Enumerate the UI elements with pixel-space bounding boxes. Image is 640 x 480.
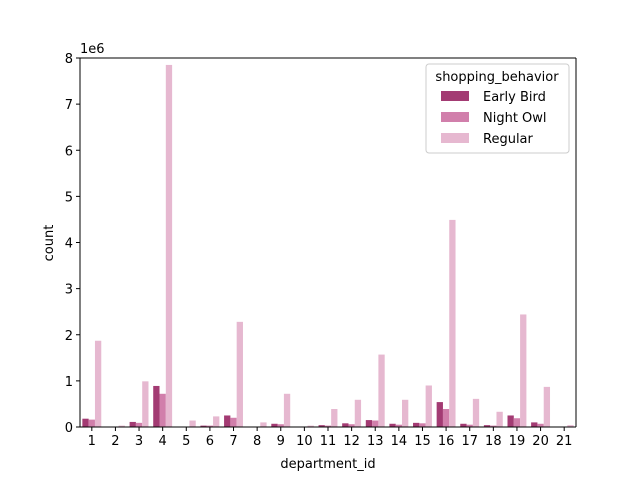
bar-6-1	[206, 425, 214, 427]
y-axis-label: count	[42, 225, 57, 262]
x-tick-label-6: 6	[206, 434, 214, 449]
bar-7-2	[236, 321, 243, 427]
bar-15-2	[425, 385, 432, 427]
bar-10-2	[307, 425, 314, 427]
bar-11-1	[324, 425, 332, 427]
bar-14-0	[389, 423, 396, 427]
legend-label-1: Night Owl	[483, 111, 547, 126]
y-tick-label-8: 8	[65, 52, 73, 67]
bar-12-0	[342, 423, 349, 427]
bar-13-2	[378, 354, 385, 427]
bar-9-2	[283, 393, 291, 427]
bar-17-2	[472, 398, 480, 427]
bar-19-2	[520, 314, 527, 427]
y-tick-label-6: 6	[65, 144, 73, 159]
bar-17-1	[466, 424, 473, 427]
legend-swatch-2	[441, 133, 469, 143]
bar-17-0	[460, 423, 467, 427]
x-tick-label-5: 5	[182, 434, 190, 449]
legend-label-0: Early Bird	[483, 90, 546, 105]
y-tick-label-4: 4	[65, 237, 73, 252]
y-tick-label-7: 7	[65, 98, 73, 113]
x-tick-label-7: 7	[229, 434, 237, 449]
bar-16-1	[442, 409, 450, 427]
bar-14-2	[402, 399, 409, 427]
bar-9-0	[271, 423, 278, 427]
x-tick-label-10: 10	[296, 434, 313, 449]
bar-1-1	[88, 419, 95, 427]
bar-2-2	[118, 425, 125, 427]
bar-3-1	[135, 422, 143, 427]
bar-13-0	[365, 420, 373, 427]
bar-16-2	[449, 219, 456, 427]
x-tick-label-12: 12	[343, 434, 360, 449]
legend-swatch-1	[441, 112, 469, 122]
x-tick-label-17: 17	[461, 434, 478, 449]
bar-3-0	[129, 421, 136, 427]
x-tick-label-21: 21	[556, 434, 573, 449]
bar-20-1	[537, 423, 544, 427]
bar-4-2	[165, 64, 173, 428]
bar-8-2	[260, 422, 267, 427]
x-tick-label-13: 13	[367, 434, 384, 449]
legend: shopping_behavior Early Bird Night Owl Reg…	[425, 63, 570, 154]
bar-19-1	[513, 418, 521, 427]
bar-6-2	[213, 416, 220, 427]
bar-4-0	[153, 385, 160, 427]
legend-label-2: Regular	[483, 132, 534, 147]
x-tick-label-8: 8	[253, 434, 261, 449]
x-tick-label-18: 18	[485, 434, 502, 449]
x-tick-label-1: 1	[88, 434, 96, 449]
legend-frame	[425, 63, 570, 154]
bar-1-0	[82, 418, 89, 427]
y-tick-label-3: 3	[65, 283, 73, 298]
x-tick-label-15: 15	[414, 434, 431, 449]
y-tick-label-2: 2	[65, 329, 73, 344]
bar-7-0	[224, 415, 231, 427]
x-tick-label-19: 19	[509, 434, 526, 449]
bars-layer	[82, 64, 574, 428]
bar-20-0	[531, 422, 538, 427]
bar-18-2	[496, 411, 503, 427]
bar-15-1	[419, 423, 426, 427]
x-axis-label: department_id	[280, 457, 375, 472]
bar-21-2	[567, 425, 574, 427]
bar-12-2	[354, 399, 362, 427]
bar-13-1	[372, 420, 379, 427]
x-tick-label-16: 16	[438, 434, 455, 449]
bar-12-1	[348, 424, 355, 427]
bar-15-0	[413, 422, 420, 427]
legend-items: Early Bird Night Owl Regular	[441, 90, 547, 147]
bar-18-0	[483, 425, 491, 427]
bar-11-0	[318, 425, 325, 427]
bar-20-2	[543, 386, 551, 427]
y-tick-label-0: 0	[65, 421, 73, 436]
bar-18-1	[490, 425, 497, 427]
x-tick-label-3: 3	[135, 434, 143, 449]
legend-title: shopping_behavior	[435, 70, 559, 85]
x-tick-label-4: 4	[159, 434, 167, 449]
bar-1-2	[94, 340, 102, 427]
bar-5-2	[189, 420, 196, 427]
x-tick-label-2: 2	[111, 434, 119, 449]
x-tick-label-14: 14	[391, 434, 408, 449]
y-tick-label-1: 1	[65, 375, 73, 390]
x-tick-label-20: 20	[532, 434, 549, 449]
bar-6-0	[200, 425, 207, 427]
y-offset-label: 1e6	[80, 42, 105, 57]
bar-19-0	[507, 415, 514, 427]
x-tick-label-9: 9	[277, 434, 285, 449]
x-tick-label-11: 11	[320, 434, 337, 449]
legend-swatch-0	[441, 91, 469, 101]
bar-14-1	[395, 424, 403, 427]
bar-9-1	[277, 424, 284, 427]
bar-11-2	[331, 409, 338, 427]
bar-7-1	[230, 417, 237, 427]
y-tick-label-5: 5	[65, 190, 73, 205]
bar-16-0	[436, 402, 443, 427]
bar-3-2	[142, 381, 149, 427]
bar-4-1	[159, 393, 166, 427]
